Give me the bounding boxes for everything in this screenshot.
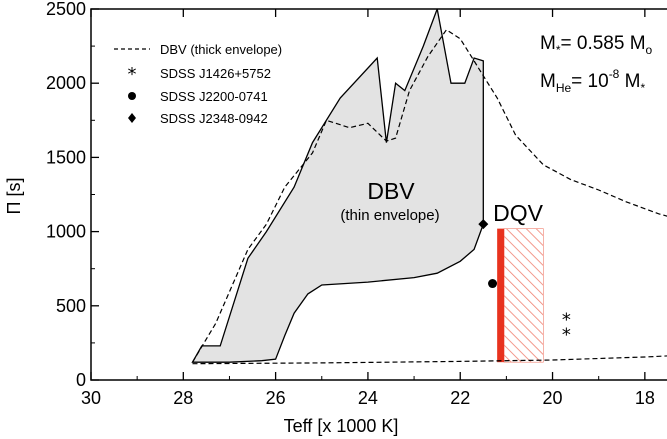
y-tick-label: 500 <box>56 296 86 316</box>
mhe-exp: -8 <box>609 67 620 81</box>
legend-label-dbv-thick: DBV (thick envelope) <box>160 42 282 57</box>
y-tick-label: 1500 <box>46 147 86 167</box>
point-asterisk: * <box>562 310 571 331</box>
dqv-red-band <box>497 228 505 363</box>
series-line-1 <box>192 355 667 365</box>
mass-unit-sub: o <box>646 43 653 57</box>
y-tick-label: 2000 <box>46 73 86 93</box>
x-tick-label: 30 <box>81 388 101 408</box>
mhe-sub: He <box>556 81 572 95</box>
x-tick-label: 24 <box>358 388 378 408</box>
svg-text:MHe= 10-8 M*: MHe= 10-8 M* <box>540 67 645 95</box>
y-tick-label: 1000 <box>46 222 86 242</box>
dqv-region-label: DQV <box>493 200 544 226</box>
point-asterisk: * <box>562 325 571 346</box>
mass-value: = 0.585 M <box>561 33 646 54</box>
mass-m: M <box>540 33 556 54</box>
svg-text:M*= 0.585 Mo: M*= 0.585 Mo <box>540 33 653 57</box>
x-tick-label: 20 <box>543 388 563 408</box>
mhe-m2-sub: * <box>640 81 645 95</box>
legend-label-j2200: SDSS J2200-0741 <box>160 89 268 104</box>
dbv-thin-envelope-region <box>191 9 484 363</box>
series-layer <box>191 28 667 365</box>
mhe-eq: = 10 <box>571 71 609 92</box>
y-tick-label: 0 <box>76 370 86 390</box>
markers-layer: ** <box>478 219 571 346</box>
legend-label-j2348: SDSS J2348-0942 <box>160 111 268 126</box>
mass-annotation: M*= 0.585 Mo <box>540 33 653 57</box>
dqv-hatched-band <box>503 228 544 363</box>
x-tick-label: 18 <box>635 388 655 408</box>
mhe-m2: M <box>619 71 640 92</box>
legend-diamond-icon <box>128 113 136 123</box>
dbv-region-sublabel: (thin envelope) <box>340 207 439 224</box>
x-tick-label: 22 <box>450 388 470 408</box>
mass-sub: * <box>556 43 561 57</box>
series-line-0 <box>191 28 667 363</box>
axes-layer: 30 28 26 24 22 20 18 0 500 1000 1500 2000 2500 <box>46 0 655 408</box>
point-diamond <box>478 219 489 230</box>
mhe-m: M <box>540 71 556 92</box>
legend-asterisk-icon: * <box>128 64 137 85</box>
y-tick-label: 2500 <box>46 0 86 19</box>
x-tick-label: 26 <box>266 388 286 408</box>
mhe-annotation: MHe= 10-8 M* <box>540 67 645 95</box>
legend-circle-icon <box>128 92 136 100</box>
y-axis-label: Π [s] <box>4 177 24 214</box>
legend: DBV (thick envelope) * SDSS J1426+5752 S… <box>114 42 282 126</box>
x-axis-label: Teff [x 1000 K] <box>284 416 399 436</box>
point-circle <box>488 279 498 289</box>
dbv-region-label: DBV <box>367 178 415 204</box>
legend-label-j1426: SDSS J1426+5752 <box>160 66 271 81</box>
regions-layer <box>191 9 544 363</box>
x-tick-label: 28 <box>173 388 193 408</box>
